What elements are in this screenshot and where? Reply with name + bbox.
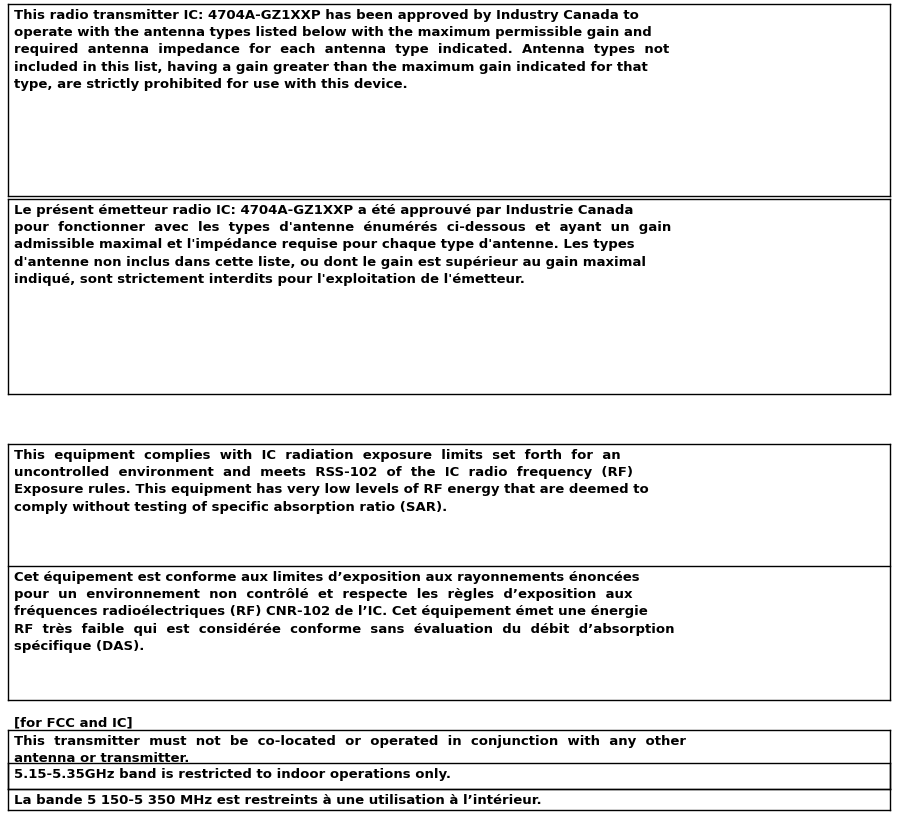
Text: [for FCC and IC]: [for FCC and IC] bbox=[14, 716, 133, 729]
Text: 5.15-5.35GHz band is restricted to indoor operations only.: 5.15-5.35GHz band is restricted to indoo… bbox=[14, 768, 451, 781]
Text: Cet équipement est conforme aux limites d’exposition aux rayonnements énoncées
p: Cet équipement est conforme aux limites … bbox=[14, 571, 674, 653]
Text: La bande 5 150-5 350 MHz est restreints à une utilisation à l’intérieur.: La bande 5 150-5 350 MHz est restreints … bbox=[14, 794, 541, 807]
Text: This  equipment  complies  with  IC  radiation  exposure  limits  set  forth  fo: This equipment complies with IC radiatio… bbox=[14, 449, 648, 514]
Text: Le présent émetteur radio IC: 4704A-GZ1XXP a été approuvé par Industrie Canada
p: Le présent émetteur radio IC: 4704A-GZ1X… bbox=[14, 204, 671, 286]
Text: This  transmitter  must  not  be  co-located  or  operated  in  conjunction  wit: This transmitter must not be co-located … bbox=[14, 735, 686, 765]
Text: This radio transmitter IC: 4704A-GZ1XXP has been approved by Industry Canada to
: This radio transmitter IC: 4704A-GZ1XXP … bbox=[14, 9, 669, 91]
